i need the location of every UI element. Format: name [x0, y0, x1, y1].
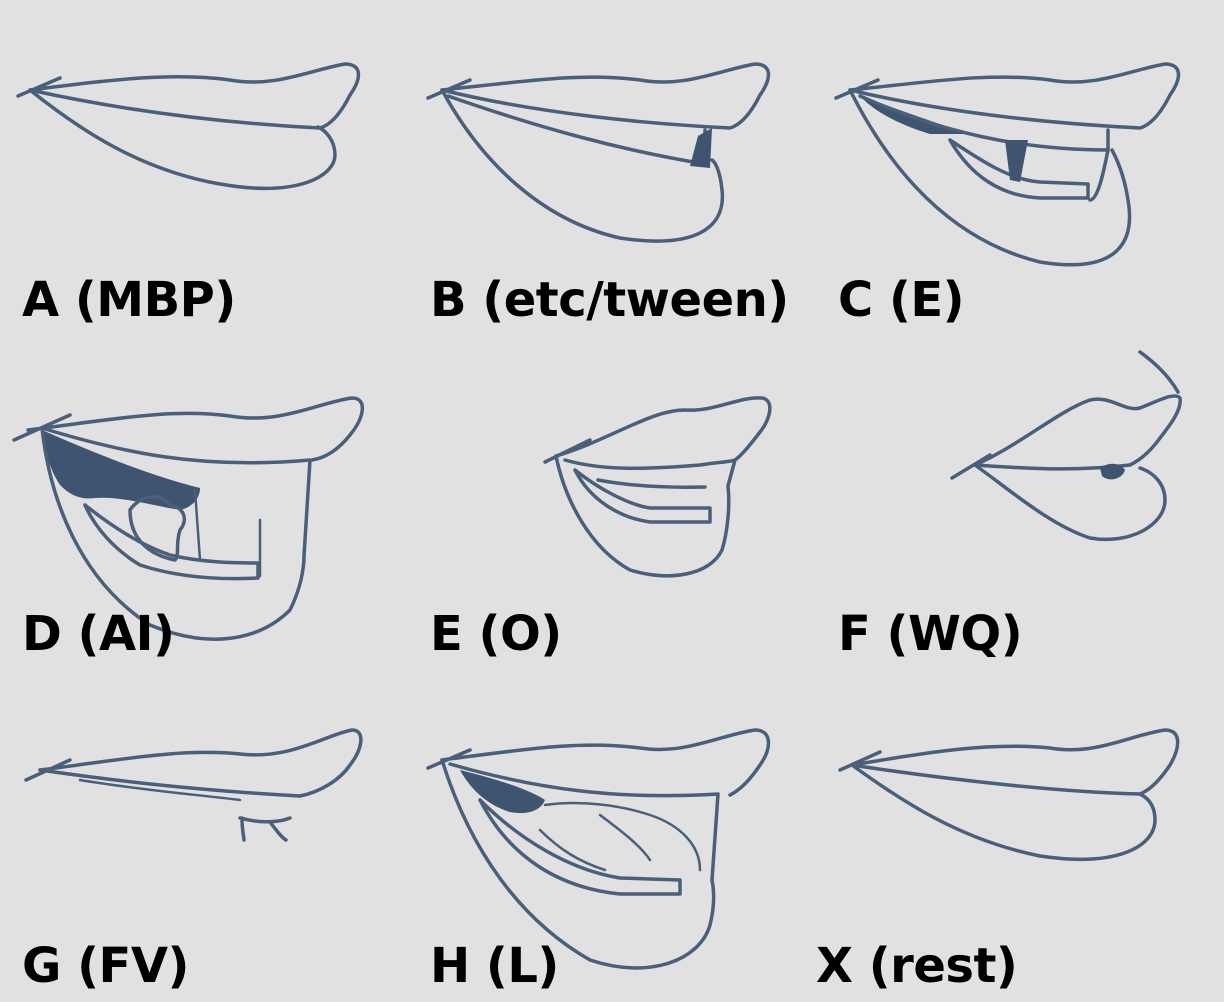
label-e-o: E (O): [430, 606, 562, 662]
label-b-etc-tween: B (etc/tween): [430, 272, 789, 328]
mouth-a-mbp-drawing: [16, 62, 361, 190]
label-x-rest: X (rest): [816, 938, 1018, 994]
label-f-wq: F (WQ): [838, 606, 1023, 662]
mouth-c-e-drawing: [834, 62, 1181, 267]
label-g-fv: G (FV): [22, 938, 189, 994]
mouth-h-l-drawing: [426, 728, 771, 970]
mouth-e-o-drawing: [543, 396, 772, 578]
mouth-d-ai-drawing: [12, 396, 364, 641]
label-h-l: H (L): [430, 938, 559, 994]
label-c-e: C (E): [838, 272, 965, 328]
mouth-x-rest-drawing: [838, 728, 1180, 861]
mouth-g-fv-drawing: [24, 728, 363, 842]
mouth-f-wq-drawing: [950, 350, 1182, 542]
label-d-ai: D (AI): [22, 606, 175, 662]
label-a-mbp: A (MBP): [22, 272, 236, 328]
mouth-b-etc-tween-drawing: [426, 62, 771, 243]
